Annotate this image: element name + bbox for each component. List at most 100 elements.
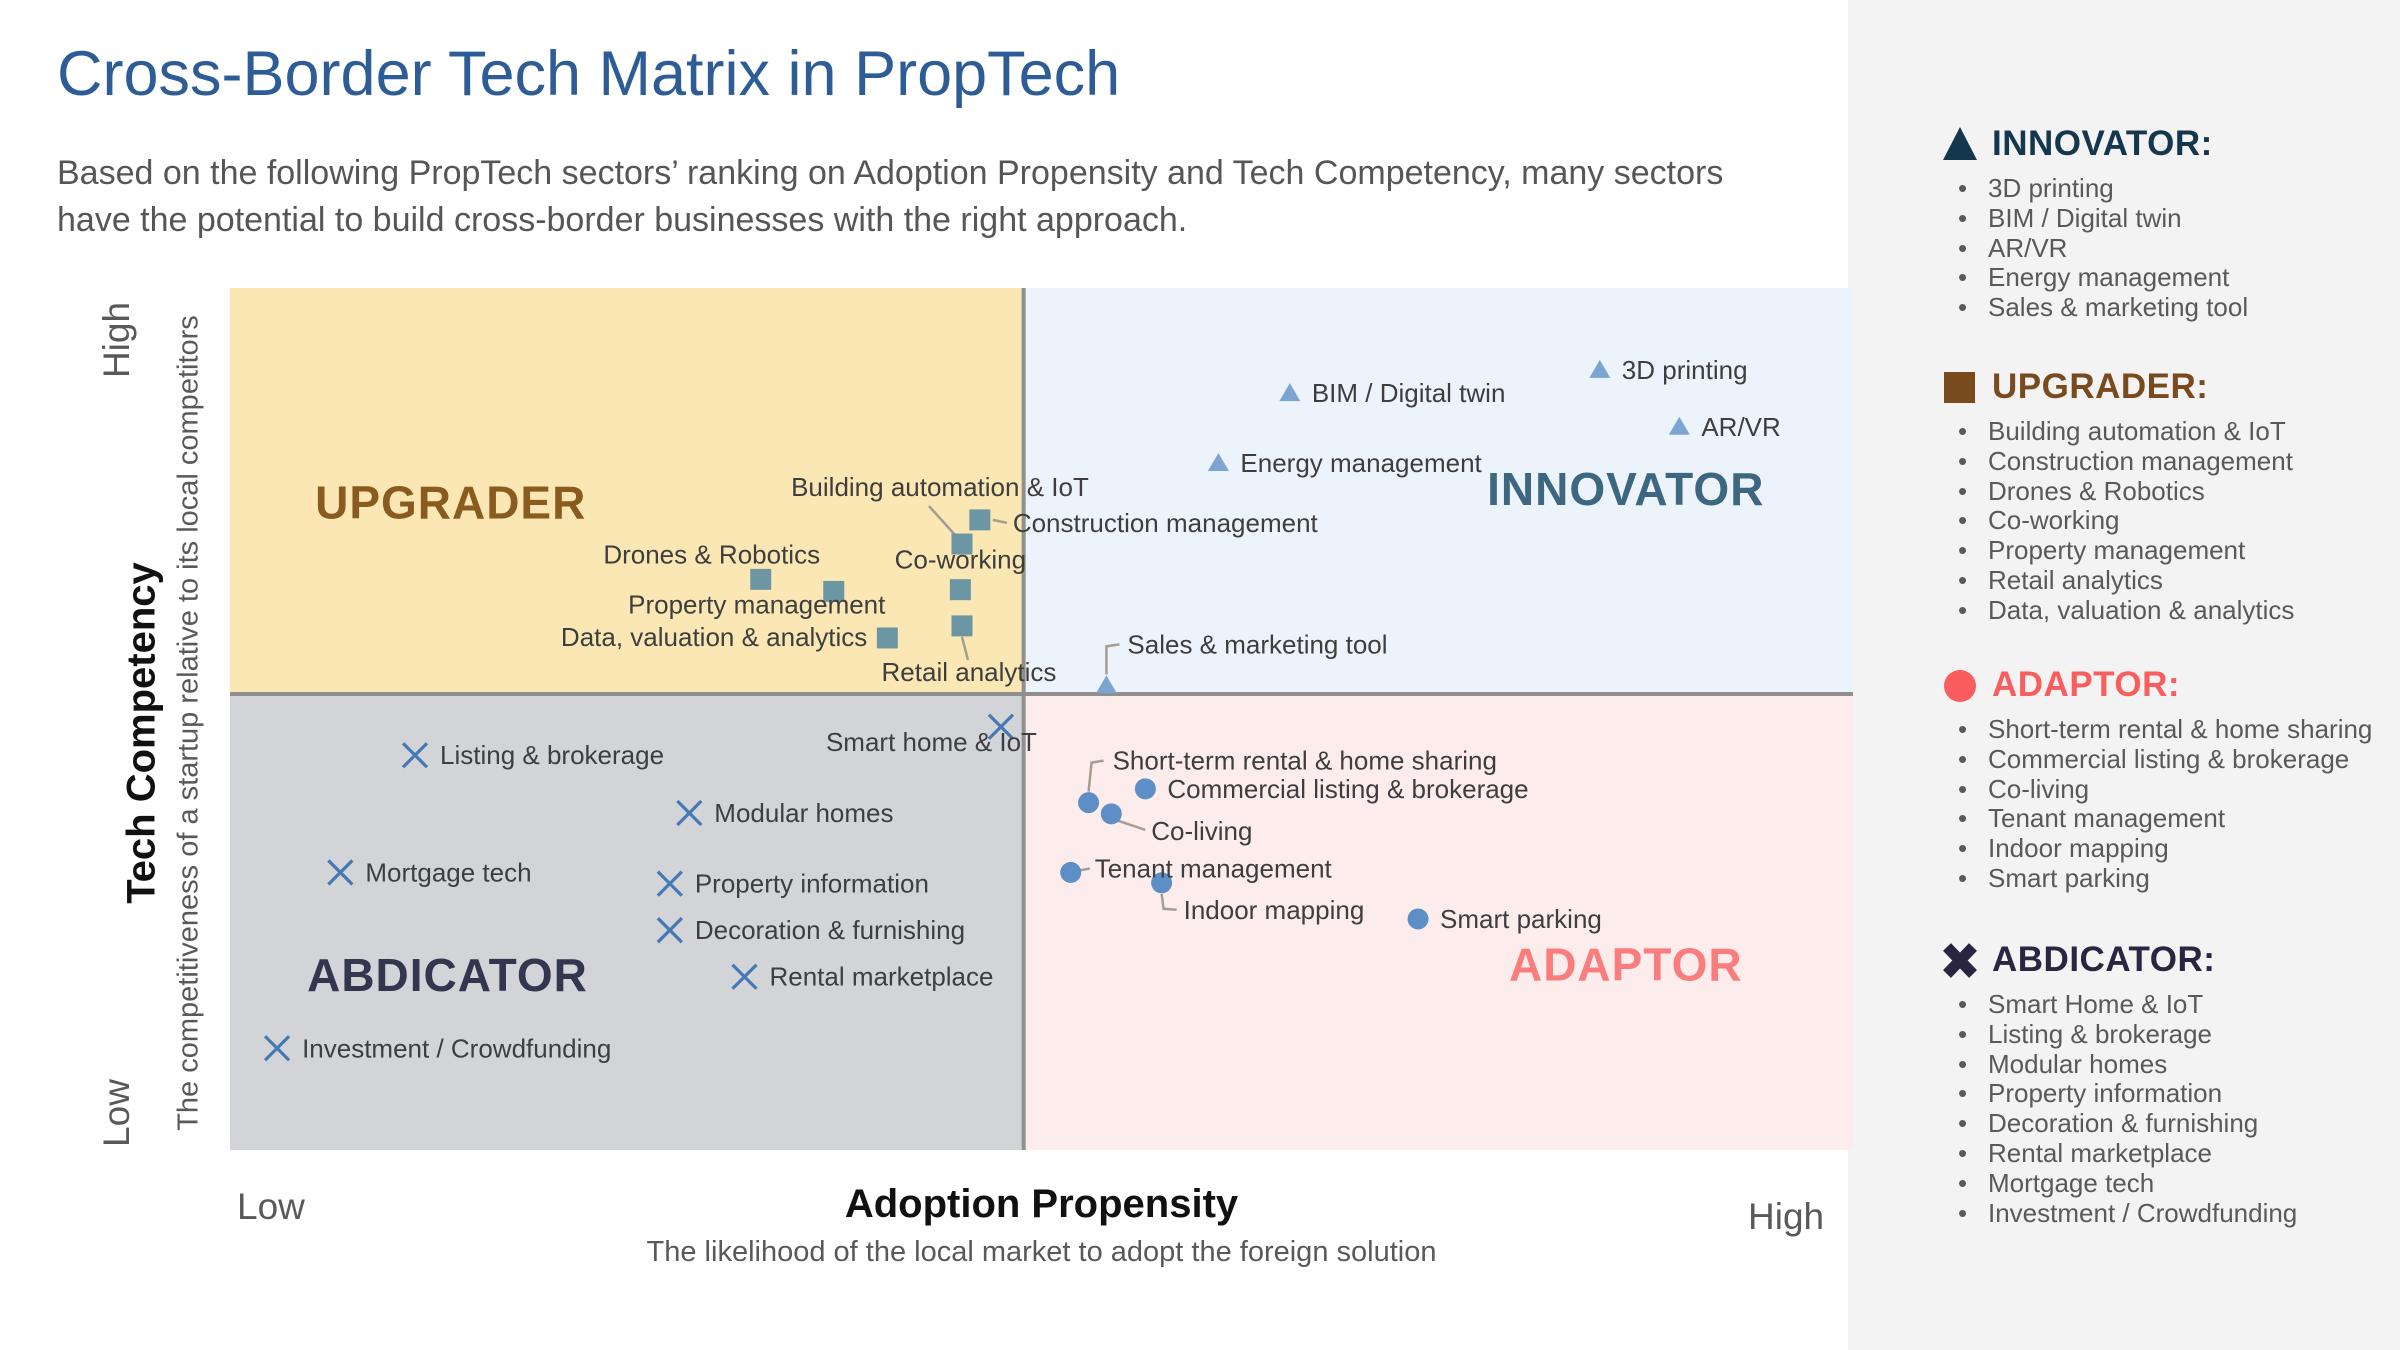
point-label-investment-crowdfunding: Investment / Crowdfunding	[302, 1033, 611, 1063]
legend-items-upgrader: Building automation & IoTConstruction ma…	[1940, 416, 2380, 626]
leader-retail-analytics	[960, 636, 970, 661]
leader-construction-management	[992, 518, 1008, 525]
legend-item: Drones & Robotics	[1958, 476, 2380, 507]
point-label-ar-vr: AR/VR	[1701, 412, 1780, 442]
legend-item: BIM / Digital twin	[1958, 203, 2380, 234]
legend-item: Commercial listing & brokerage	[1958, 744, 2380, 775]
y-axis-title: Tech Competency	[119, 562, 164, 904]
point-label-co-working: Co-working	[895, 545, 1027, 575]
legend-item: Property management	[1958, 535, 2380, 566]
y-axis-high-label: High	[96, 301, 137, 379]
square-icon	[1940, 367, 1980, 407]
x-axis-subtitle: The likelihood of the local market to ad…	[646, 1236, 1437, 1268]
point-marker-smart-home-iot	[987, 713, 1015, 740]
xmark-icon	[1940, 940, 1980, 980]
point-label-energy-management: Energy management	[1240, 448, 1482, 478]
leader-co-living	[1117, 819, 1146, 832]
legend-item: Rental marketplace	[1958, 1138, 2380, 1169]
legend-section-upgrader: UPGRADER: Building automation & IoTConstr…	[1940, 367, 2380, 626]
point-marker-data-valuation-analytics	[876, 627, 898, 649]
point-marker-3d-printing	[1589, 359, 1611, 378]
legend-item: Decoration & furnishing	[1958, 1108, 2380, 1139]
point-label-listing-brokerage: Listing & brokerage	[440, 740, 664, 770]
point-marker-retail-analytics	[951, 615, 973, 637]
point-label-bim-digital-twin: BIM / Digital twin	[1312, 378, 1506, 408]
point-marker-mortgage-tech	[327, 859, 354, 886]
legend-item: 3D printing	[1958, 173, 2380, 204]
divider-vertical	[1021, 288, 1026, 1150]
quadrant-innovator	[1023, 288, 1853, 695]
legend-heading-upgrader: UPGRADER:	[1940, 367, 2380, 407]
point-label-3d-printing: 3D printing	[1622, 355, 1748, 385]
point-label-indoor-mapping: Indoor mapping	[1184, 895, 1365, 925]
legend-heading-label: ABDICATOR:	[1992, 940, 2216, 979]
x-axis-high-label: High	[1748, 1196, 1825, 1237]
page-subtitle: Based on the following PropTech sectors’…	[57, 154, 1724, 239]
point-label-smart-parking: Smart parking	[1440, 904, 1602, 934]
point-marker-property-management	[823, 580, 845, 602]
point-label-tenant-management: Tenant management	[1095, 853, 1333, 883]
point-marker-co-living	[1100, 803, 1122, 825]
quadrant-upgrader	[230, 288, 1024, 695]
point-marker-short-term-rental-home-sharing	[1078, 792, 1100, 814]
legend-item: Co-working	[1958, 506, 2380, 536]
legend-item: Construction management	[1958, 446, 2380, 477]
point-marker-co-working	[949, 579, 971, 601]
point-marker-ar-vr	[1668, 416, 1690, 435]
divider-horizontal	[230, 692, 1853, 697]
leader-indoor-mapping	[1160, 893, 1177, 912]
legend-item: Co-living	[1958, 774, 2380, 805]
point-label-property-management: Property management	[628, 589, 886, 619]
legend-items-adaptor: Short-term rental & home sharingCommerci…	[1940, 714, 2380, 894]
point-markers	[263, 359, 1690, 1062]
point-labels: 3D printing BIM / Digital twin AR/VR Energy…	[302, 355, 1781, 1063]
point-label-smart-home-iot: Smart home & IoT	[826, 727, 1037, 757]
legend-heading-label: ADAPTOR:	[1992, 665, 2181, 704]
quadrant-label-innovator: INNOVATOR	[1487, 463, 1764, 515]
point-label-retail-analytics: Retail analytics	[882, 657, 1057, 687]
quadrant-label-upgrader: UPGRADER	[315, 477, 586, 529]
point-label-decoration-furnishing: Decoration & furnishing	[695, 915, 965, 945]
triangle-icon	[1940, 124, 1980, 164]
point-label-drones-robotics: Drones & Robotics	[603, 539, 820, 569]
point-marker-drones-robotics	[750, 568, 772, 590]
y-axis-subtitle: The competitiveness of a startup relativ…	[172, 315, 205, 1131]
legend-item: Modular homes	[1958, 1049, 2380, 1080]
legend-item: Retail analytics	[1958, 565, 2380, 596]
page-title: Cross-Border Tech Matrix in PropTech	[57, 39, 1121, 109]
point-label-construction-management: Construction management	[1013, 508, 1319, 538]
x-axis-title: Adoption Propensity	[844, 1182, 1239, 1226]
legend-item: Listing & brokerage	[1958, 1019, 2380, 1050]
point-label-modular-homes: Modular homes	[714, 798, 893, 828]
legend-item: Indoor mapping	[1958, 833, 2380, 864]
point-marker-energy-management	[1207, 452, 1229, 471]
point-marker-listing-brokerage	[401, 742, 429, 769]
point-marker-smart-parking	[1407, 908, 1429, 930]
point-marker-construction-management	[969, 509, 991, 531]
leader-building-automation-iot	[928, 505, 957, 537]
leader-short-term-rental-home-sharing	[1087, 759, 1104, 792]
circle-icon	[1940, 665, 1980, 705]
leader-lines	[928, 505, 1177, 912]
point-marker-tenant-management	[1060, 861, 1082, 883]
point-label-sales-marketing-tool: Sales & marketing tool	[1127, 629, 1387, 659]
y-axis-low-label: Low	[96, 1079, 137, 1147]
point-label-co-living: Co-living	[1151, 816, 1252, 846]
legend-item: Mortgage tech	[1958, 1168, 2380, 1199]
point-marker-indoor-mapping	[1151, 872, 1173, 894]
legend-item: Tenant management	[1958, 804, 2380, 834]
point-label-data-valuation-analytics: Data, valuation & analytics	[561, 622, 867, 652]
legend-item: Short-term rental & home sharing	[1958, 714, 2380, 745]
leader-tenant-management	[1079, 867, 1090, 872]
legend-item: Building automation & IoT	[1958, 416, 2380, 447]
point-marker-commercial-listing-brokerage	[1134, 778, 1156, 800]
legend-item: Investment / Crowdfunding	[1958, 1198, 2380, 1229]
legend-heading-label: INNOVATOR:	[1992, 124, 2213, 163]
quadrant-label-abdicator: ABDICATOR	[307, 949, 588, 1001]
quadrant-abdicator	[230, 694, 1024, 1150]
legend-section-adaptor: ADAPTOR: Short-term rental & home sharing…	[1940, 665, 2380, 894]
